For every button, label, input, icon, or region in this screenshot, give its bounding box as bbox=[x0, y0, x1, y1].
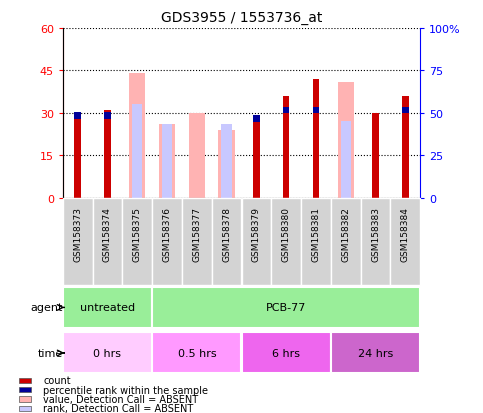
Bar bbox=[19, 387, 31, 392]
Text: GSM158374: GSM158374 bbox=[103, 207, 112, 262]
Bar bbox=[122, 198, 152, 285]
Bar bbox=[301, 198, 331, 285]
Bar bbox=[338, 83, 354, 198]
Text: 6 hrs: 6 hrs bbox=[272, 348, 300, 358]
Text: count: count bbox=[43, 375, 71, 385]
Bar bbox=[74, 114, 81, 198]
Text: GSM158383: GSM158383 bbox=[371, 207, 380, 262]
Text: GSM158379: GSM158379 bbox=[252, 207, 261, 262]
Bar bbox=[182, 198, 212, 285]
Bar bbox=[283, 107, 289, 114]
Text: untreated: untreated bbox=[80, 303, 135, 313]
Text: GSM158380: GSM158380 bbox=[282, 207, 291, 262]
Text: time: time bbox=[38, 348, 63, 358]
Bar bbox=[361, 198, 390, 285]
Bar bbox=[221, 125, 232, 198]
Text: GSM158384: GSM158384 bbox=[401, 207, 410, 262]
Bar bbox=[152, 287, 420, 328]
Text: value, Detection Call = ABSENT: value, Detection Call = ABSENT bbox=[43, 394, 198, 404]
Text: GSM158375: GSM158375 bbox=[133, 207, 142, 262]
Text: PCB-77: PCB-77 bbox=[266, 303, 306, 313]
Bar bbox=[242, 333, 331, 373]
Bar bbox=[93, 198, 122, 285]
Bar bbox=[19, 378, 31, 383]
Text: GSM158382: GSM158382 bbox=[341, 207, 350, 262]
Bar bbox=[63, 198, 93, 285]
Bar bbox=[132, 105, 142, 198]
Bar bbox=[63, 287, 152, 328]
Bar bbox=[283, 97, 289, 198]
Text: GSM158376: GSM158376 bbox=[163, 207, 171, 262]
Bar bbox=[253, 116, 260, 198]
Text: 0.5 hrs: 0.5 hrs bbox=[178, 348, 216, 358]
Bar bbox=[162, 125, 172, 198]
Bar bbox=[152, 333, 242, 373]
Bar bbox=[390, 198, 420, 285]
Bar bbox=[331, 333, 420, 373]
Text: percentile rank within the sample: percentile rank within the sample bbox=[43, 385, 208, 395]
Bar bbox=[253, 116, 260, 123]
Bar bbox=[313, 80, 319, 198]
Bar bbox=[242, 198, 271, 285]
Text: GSM158377: GSM158377 bbox=[192, 207, 201, 262]
Bar bbox=[402, 107, 409, 114]
Text: GSM158378: GSM158378 bbox=[222, 207, 231, 262]
Text: GSM158381: GSM158381 bbox=[312, 207, 320, 262]
Bar bbox=[152, 198, 182, 285]
Bar bbox=[129, 74, 145, 198]
Bar bbox=[104, 111, 111, 198]
Bar bbox=[212, 198, 242, 285]
Bar bbox=[63, 333, 152, 373]
Bar bbox=[189, 114, 205, 198]
Bar bbox=[218, 131, 235, 198]
Bar bbox=[19, 406, 31, 411]
Bar bbox=[313, 107, 319, 114]
Bar bbox=[402, 97, 409, 198]
Bar bbox=[372, 114, 379, 198]
Text: rank, Detection Call = ABSENT: rank, Detection Call = ABSENT bbox=[43, 404, 193, 413]
Text: agent: agent bbox=[30, 303, 63, 313]
Text: GSM158373: GSM158373 bbox=[73, 207, 82, 262]
Bar bbox=[159, 125, 175, 198]
Text: 0 hrs: 0 hrs bbox=[94, 348, 121, 358]
Bar bbox=[271, 198, 301, 285]
Bar bbox=[74, 113, 81, 120]
Bar bbox=[331, 198, 361, 285]
Title: GDS3955 / 1553736_at: GDS3955 / 1553736_at bbox=[161, 11, 322, 25]
Bar bbox=[19, 396, 31, 402]
Bar bbox=[341, 122, 351, 198]
Text: 24 hrs: 24 hrs bbox=[358, 348, 393, 358]
Bar bbox=[104, 113, 111, 120]
